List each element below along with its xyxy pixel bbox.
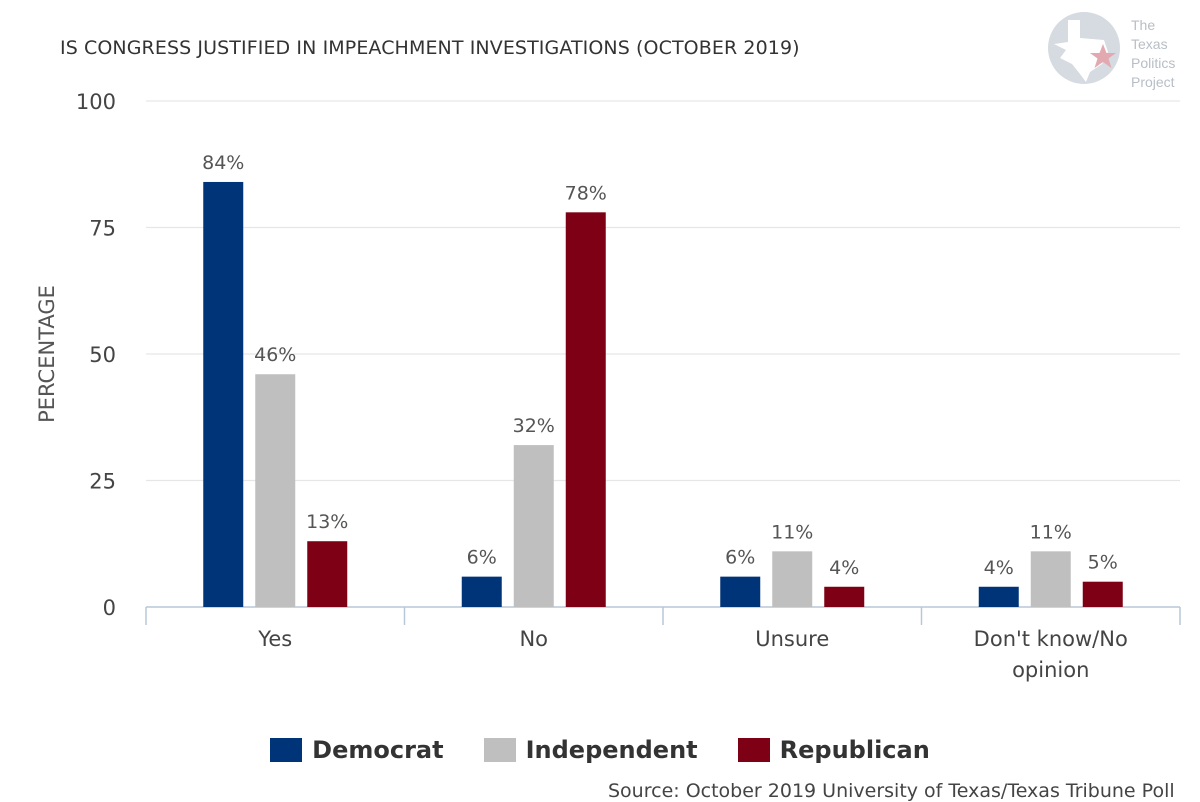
y-tick-label: 0 (103, 596, 116, 620)
bar-democrat (203, 181, 244, 607)
texas-politics-project-logo (1048, 12, 1120, 84)
x-tick-label: opinion (1012, 658, 1089, 682)
bar-independent (513, 445, 554, 607)
logo-text: The Texas Politics Project (1131, 16, 1175, 92)
legend-swatch-independent (483, 738, 516, 762)
x-tick-label: No (519, 627, 548, 651)
bar-democrat (461, 576, 502, 607)
bar-republican (1082, 581, 1123, 607)
legend-swatch-republican (737, 738, 770, 762)
bar-democrat (720, 576, 761, 607)
bar-independent (1030, 551, 1071, 607)
logo-text-line: Texas (1131, 36, 1168, 52)
y-axis-title: PERCENTAGE (35, 285, 59, 423)
data-label: 4% (984, 557, 1014, 579)
data-label: 32% (513, 415, 555, 437)
data-label: 6% (725, 547, 755, 569)
bar-democrat (978, 586, 1019, 607)
legend-swatch-democrat (270, 738, 303, 762)
data-label: 4% (829, 557, 859, 579)
source-note: Source: October 2019 University of Texas… (608, 780, 1175, 802)
bar-independent (255, 374, 296, 607)
legend-label-independent: Independent (525, 736, 698, 764)
bar-chart: 0 25 50 75 100 PERCENTAGE 84% 46% 13% Yes 6% 32% 78%… (35, 90, 1181, 682)
data-label: 84% (202, 152, 244, 174)
x-tick-label: Unsure (755, 627, 829, 651)
legend-item-republican: Republican (737, 736, 930, 764)
bar-republican (565, 212, 606, 607)
legend-label-republican: Republican (779, 736, 930, 764)
logo-text-line: Project (1131, 74, 1175, 90)
bar-republican (307, 541, 348, 607)
y-tick-label: 25 (89, 470, 116, 494)
data-label: 11% (771, 521, 813, 543)
data-label: 6% (467, 547, 497, 569)
data-label: 5% (1088, 552, 1118, 574)
legend: Democrat Independent Republican (0, 736, 1200, 764)
bar-republican (824, 586, 865, 607)
legend-label-democrat: Democrat (312, 736, 444, 764)
logo-text-line: Politics (1131, 55, 1176, 71)
bar-independent (772, 551, 813, 607)
star-icon (1090, 44, 1116, 68)
legend-item-independent: Independent (483, 736, 698, 764)
chart-title: IS CONGRESS JUSTIFIED IN IMPEACHMENT INV… (60, 37, 800, 59)
texas-outline-icon (1054, 20, 1108, 82)
logo-text-line: The (1131, 17, 1156, 33)
data-label: 78% (565, 182, 607, 204)
y-tick-label: 75 (89, 217, 116, 241)
y-tick-label: 100 (76, 90, 116, 114)
x-tick-label: Yes (257, 627, 292, 651)
legend-item-democrat: Democrat (270, 736, 444, 764)
y-tick-label: 50 (89, 343, 116, 367)
x-tick-label: Don't know/No (974, 627, 1128, 651)
data-label: 13% (306, 511, 348, 533)
data-label: 11% (1030, 521, 1072, 543)
data-label: 46% (254, 344, 296, 366)
